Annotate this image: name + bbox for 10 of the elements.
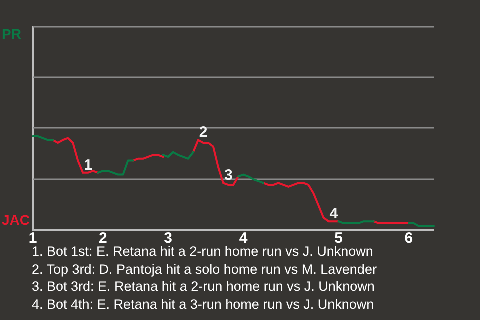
annotation: 4 — [330, 206, 339, 223]
annotation: 3 — [224, 167, 233, 184]
annotation: 1 — [84, 156, 92, 174]
text: JAC — [2, 212, 30, 228]
x-tick-label: 6 — [404, 230, 414, 248]
annotation: 2 — [199, 124, 208, 142]
text: 2. Top 3rd: D. Pantoja hit a solo home run vs M. Lavender — [32, 260, 377, 278]
text: 3. Bot 3rd: E. Retana hit a 2-run home run vs J. Unknown — [32, 278, 376, 296]
text: PR — [2, 26, 22, 42]
text: 4. Bot 4th: E. Retana hit a 3-run home run vs J. Unknown — [32, 296, 376, 314]
